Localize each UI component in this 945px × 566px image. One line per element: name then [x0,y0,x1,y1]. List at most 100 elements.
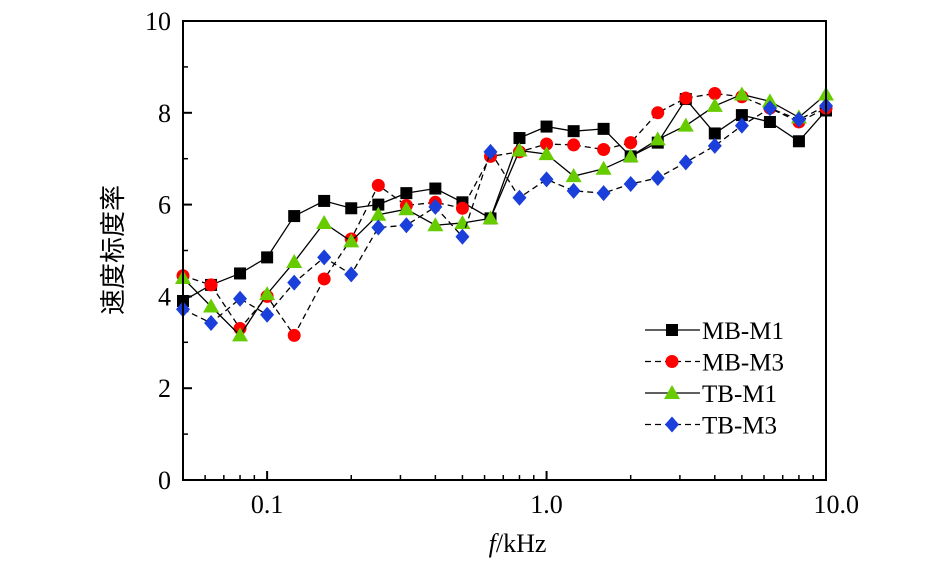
axis-ticks [182,20,827,481]
plot-frame [182,20,827,481]
data-point [735,109,748,122]
data-point [316,214,333,229]
y-tick-label: 4 [158,282,171,311]
data-point [708,127,721,140]
data-point [567,138,581,152]
data-point [650,169,665,186]
data-point [595,160,612,175]
data-point [287,274,302,291]
data-point [455,201,469,215]
legend-marker [666,324,678,336]
data-point [597,122,610,135]
data-point [511,142,528,157]
data-point [400,187,413,200]
data-point [399,217,414,234]
data-point [513,132,526,145]
data-point [734,117,749,134]
data-point [679,91,693,105]
data-point [623,175,638,192]
data-point [259,286,276,301]
x-axis-title-italic: f [489,529,500,558]
legend: MB-M1 MB-M3 TB-M1 TB-M3 [645,318,784,440]
data-point [566,182,581,199]
data-point [204,315,219,332]
legend-marker [664,385,680,399]
data-point [512,189,527,206]
x-tick-label: 10.0 [814,490,860,519]
data-point [286,253,303,268]
data-point [707,137,722,154]
data-point [483,143,498,160]
legend-marker [665,416,679,433]
data-point [538,146,555,161]
data-point [429,182,442,195]
data-point [233,290,248,307]
data-point [288,210,301,223]
data-point [482,210,499,225]
data-point [733,86,750,101]
x-tick-label: 1.0 [530,490,563,519]
series-line [182,97,827,302]
tick-labels: 0 2 4 6 8 10 0.1 1.0 10.0 [145,7,859,519]
legend-label: TB-M1 [702,381,777,408]
data-point [792,135,805,148]
data-point [567,125,580,138]
data-point [763,115,776,128]
data-point [204,278,218,292]
data-point [540,120,553,133]
data-point [622,148,639,163]
y-tick-label: 2 [158,374,171,403]
series-tb-m3 [176,97,833,332]
data-point [539,171,554,188]
data-point [455,228,470,245]
data-point [260,306,275,323]
data-point [427,217,444,232]
y-tick-label: 10 [145,7,171,36]
data-point [372,198,385,211]
data-point [708,87,722,101]
data-point [371,178,385,192]
data-point [370,206,387,221]
data-point [398,201,415,216]
data-point [317,249,332,266]
data-point [343,233,360,248]
data-point [706,97,723,112]
x-axis-title: f/kHz [489,529,547,558]
data-point [565,168,582,183]
data-point [677,117,694,132]
y-axis-title: 速度标度率 [99,185,128,315]
data-point [203,298,220,313]
data-point [234,267,247,280]
y-tick-label: 0 [158,466,171,495]
data-point [762,100,777,117]
legend-label: MB-M1 [702,318,784,345]
data-point [287,328,301,342]
data-point [678,154,693,171]
data-point [597,143,611,157]
data-point [596,185,611,202]
legend-label: MB-M3 [702,350,784,377]
series-mb-m1 [177,93,832,307]
legend-label: TB-M3 [702,413,777,440]
data-point [317,272,331,286]
series-tb-m1 [175,86,834,342]
series-mb-m3 [176,87,833,342]
data-point [649,131,666,146]
data-point [345,202,358,215]
data-point [540,137,554,151]
data-point [261,251,274,264]
data-point [428,198,443,215]
data-point [344,266,359,283]
x-axis-title-unit: /kHz [496,529,547,558]
data-point [371,219,386,236]
data-point [651,106,665,120]
y-tick-label: 8 [158,99,171,128]
x-tick-label: 0.1 [251,490,284,519]
series-layer [175,86,834,342]
data-point [791,111,806,128]
series-line [182,105,827,324]
legend-marker [665,355,679,368]
data-point [232,327,249,342]
y-tick-label: 6 [158,191,171,220]
